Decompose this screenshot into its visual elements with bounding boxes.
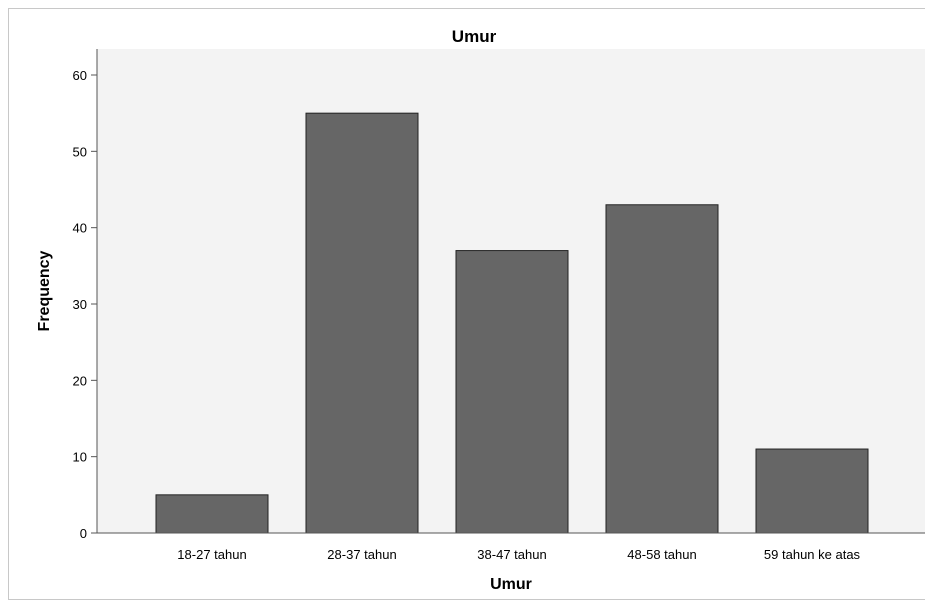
x-axis-title: Umur xyxy=(490,576,532,593)
y-tick-label: 50 xyxy=(73,144,87,159)
chart-title: Umur xyxy=(452,27,497,46)
bar-4 xyxy=(605,204,719,534)
y-axis: 0 10 20 30 40 50 60 xyxy=(73,49,98,541)
bar-3 xyxy=(455,250,569,534)
chart-frame xyxy=(8,8,925,600)
x-tick-label: 38-47 tahun xyxy=(477,547,546,562)
y-tick-label: 30 xyxy=(73,297,87,312)
x-tick-label: 48-58 tahun xyxy=(627,547,696,562)
y-tick-label: 60 xyxy=(73,68,87,83)
x-tick-label: 59 tahun ke atas xyxy=(764,547,861,562)
y-tick-label: 40 xyxy=(73,221,87,236)
x-axis: 18-27 tahun 28-37 tahun 38-47 tahun 48-58 t… xyxy=(97,532,925,562)
bar-5 xyxy=(755,448,869,534)
bar-2 xyxy=(305,112,419,534)
y-tick-label: 10 xyxy=(73,450,87,465)
y-tick-label: 0 xyxy=(80,526,87,541)
y-tick-label: 20 xyxy=(73,373,87,388)
y-axis-title: Frequency xyxy=(36,250,53,331)
x-tick-label: 18-27 tahun xyxy=(177,547,246,562)
bar-1 xyxy=(155,494,269,534)
x-tick-label: 28-37 tahun xyxy=(327,547,396,562)
